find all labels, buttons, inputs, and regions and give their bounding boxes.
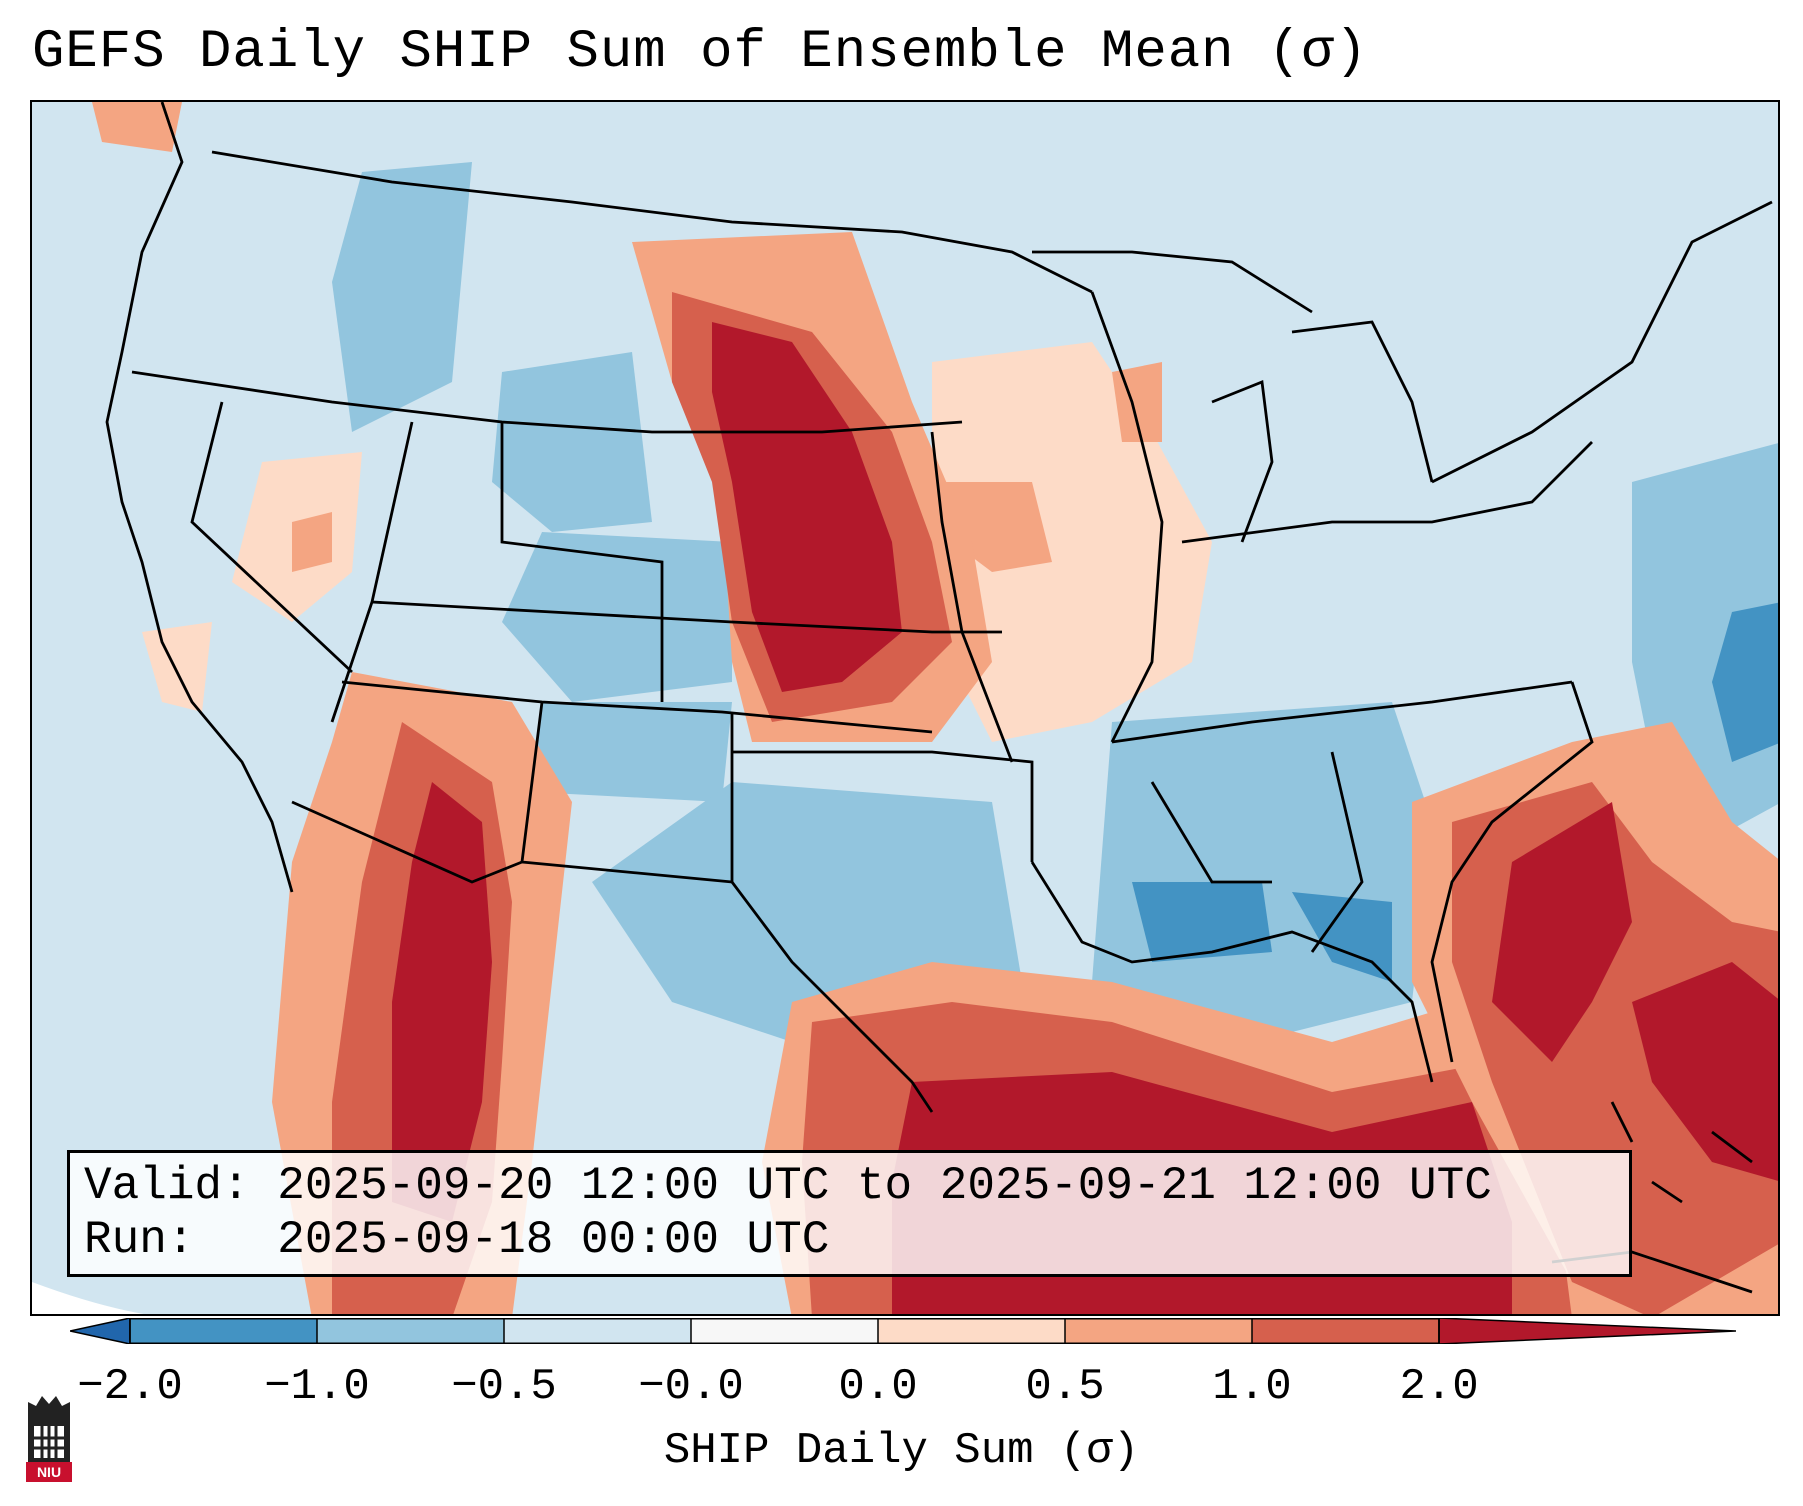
run-time: 2025-09-18 00:00 UTC (277, 1214, 830, 1266)
tennessee-line (1111, 680, 1573, 744)
row-line-kansas (371, 600, 1002, 634)
shade-gulfcoast-strong (1132, 882, 1272, 962)
colorbar-segment (878, 1318, 1065, 1344)
lake-superior (1032, 250, 1313, 314)
colorbar-tick-label: 1.0 (1212, 1362, 1292, 1412)
shade-california (142, 622, 212, 712)
niu-logo-text: NIU (36, 1464, 62, 1480)
bahamas (1610, 1101, 1753, 1204)
mexico-border-west (291, 800, 523, 884)
colorbar-segment (504, 1318, 691, 1344)
shade-idaho (332, 162, 472, 432)
colorbar-extend-low (69, 1317, 131, 1345)
shade-wyoming (492, 352, 652, 532)
colorbar-tick-labels: −2.0 −1.0 −0.5 −0.0 0.0 0.5 1.0 2.0 (0, 1362, 1803, 1422)
colorbar-tick-label: −1.0 (264, 1362, 370, 1412)
chart-title: GEFS Daily SHIP Sum of Ensemble Mean (σ) (32, 22, 1369, 83)
mississippi-line (1090, 291, 1164, 743)
shade-newmexico (532, 702, 732, 802)
run-label: Run: (84, 1214, 195, 1266)
colorbar-tick-label: 0.5 (1025, 1362, 1105, 1412)
canada-border (211, 150, 1093, 294)
colorbar-tick-label: −2.0 (77, 1362, 183, 1412)
colorbar-tick-label: 2.0 (1399, 1362, 1479, 1412)
shade-mexico-core (392, 782, 492, 1222)
row-line-oklahoma (341, 680, 933, 734)
shade-atlantic-strong (1712, 602, 1778, 762)
nevada-boundary (190, 401, 353, 674)
colorbar-segment (130, 1318, 317, 1344)
niu-logo-svg (26, 1396, 72, 1482)
colorbar-tick-label: −0.5 (451, 1362, 557, 1412)
pacific-coastline (105, 102, 294, 893)
great-lakes-line (1291, 320, 1434, 483)
projection-edge-left (32, 1282, 144, 1314)
colorbar-segment (1252, 1318, 1439, 1344)
valid-time-range: 2025-09-20 12:00 UTC to 2025-09-21 12:00… (277, 1160, 1492, 1212)
rio-grande (730, 881, 934, 1113)
missouri-river-line (930, 431, 1014, 763)
atlantic-coastline (1430, 681, 1594, 1063)
georgia-line (1310, 751, 1364, 953)
shaded-map (32, 102, 1778, 1314)
valid-run-info-box: Valid: 2025-09-20 12:00 UTC to 2025-09-2… (67, 1150, 1632, 1277)
shade-nevada-mid (292, 512, 332, 572)
colorbar-segment (317, 1318, 504, 1344)
colorbar-segment (1065, 1318, 1252, 1344)
boundary-lines (105, 102, 1773, 1294)
texas-oklahoma-line (732, 750, 1034, 862)
northeast-coastline (1431, 200, 1773, 484)
colorbar-tick-label: 0.0 (838, 1362, 918, 1412)
lake-michigan (1211, 380, 1274, 543)
gulf-coastline (1030, 861, 1434, 1083)
shade-pacific-nw (92, 102, 182, 152)
colorado-boundary (500, 422, 664, 702)
shade-atlantic-core-north (1492, 802, 1632, 1062)
shade-plains-core (712, 322, 902, 692)
ohio-valley-line (1181, 441, 1593, 544)
colorbar (69, 1317, 1737, 1345)
northern-tier-line (131, 370, 963, 434)
alabama-line (1150, 781, 1272, 884)
field-shading (92, 102, 1778, 1314)
niu-tower-logo-icon: NIU (22, 1392, 76, 1484)
colorbar-svg (69, 1317, 1737, 1345)
shade-atlantic-core-east (1632, 962, 1778, 1181)
colorbar-extend-high (1438, 1317, 1737, 1345)
valid-label: Valid: (84, 1160, 250, 1212)
colorbar-segment (691, 1318, 878, 1344)
newmexico-boundary (520, 701, 734, 884)
map-panel (30, 100, 1780, 1316)
colorbar-label: SHIP Daily Sum (σ) (663, 1426, 1140, 1476)
colorbar-tick-label: −0.0 (638, 1362, 744, 1412)
